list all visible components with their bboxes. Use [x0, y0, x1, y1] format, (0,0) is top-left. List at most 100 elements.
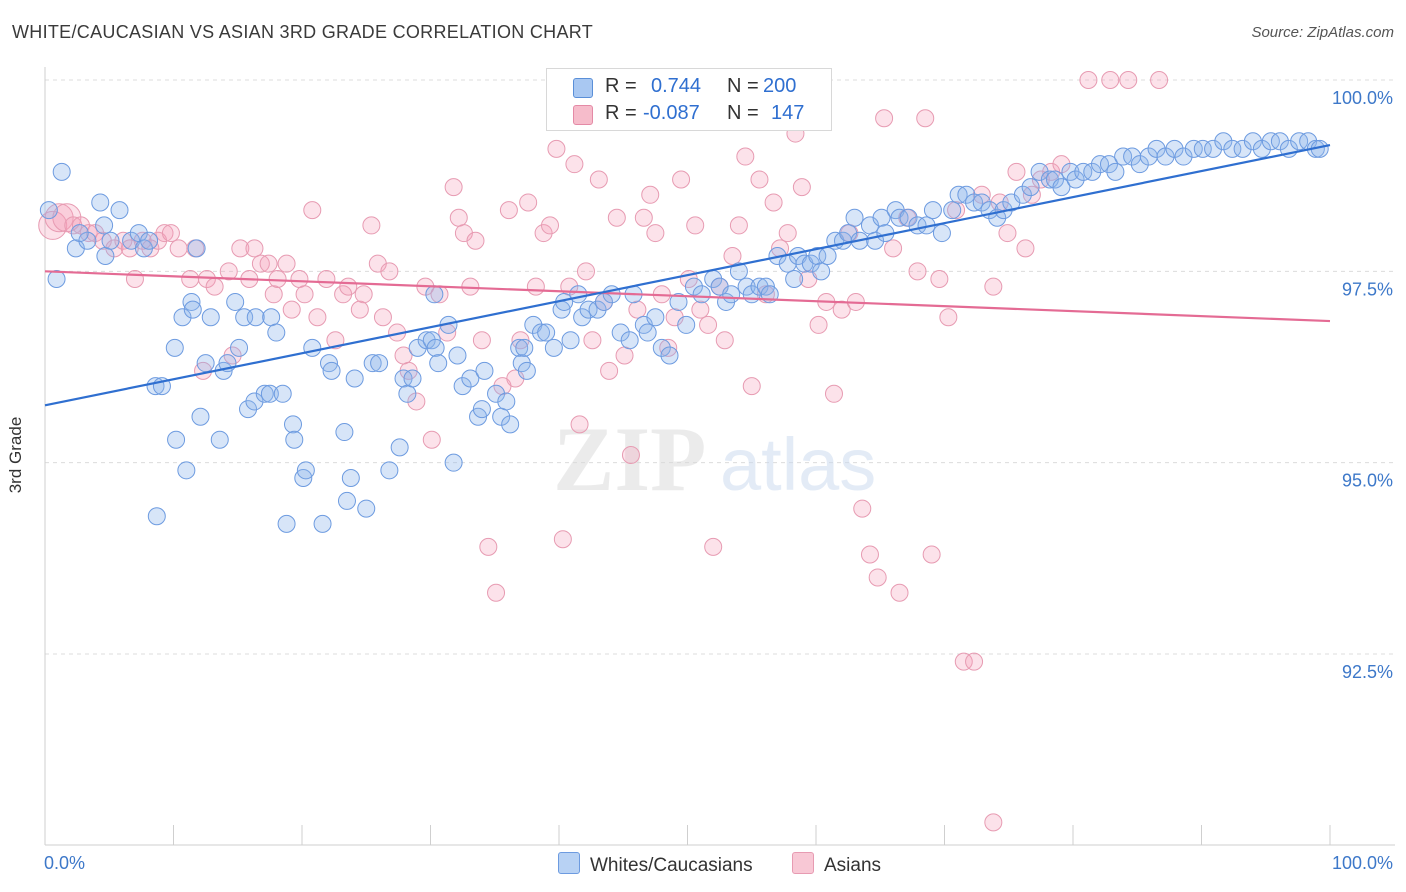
- watermark: ZIP atlas: [553, 408, 876, 510]
- data-point: [246, 308, 265, 327]
- data-point: [96, 247, 115, 266]
- data-point: [417, 331, 436, 350]
- data-point: [277, 514, 296, 533]
- data-point: [251, 254, 270, 273]
- legend-n-value-asians: 147: [771, 102, 805, 124]
- data-point: [984, 813, 1003, 832]
- data-point: [245, 392, 264, 411]
- data-point: [335, 423, 354, 442]
- data-point: [296, 461, 315, 480]
- data-point: [390, 438, 409, 457]
- data-point: [965, 652, 984, 671]
- data-point: [1066, 170, 1085, 189]
- data-point: [326, 331, 345, 350]
- data-point: [621, 446, 640, 465]
- data-point: [52, 162, 71, 181]
- data-point: [295, 285, 314, 304]
- data-point: [532, 323, 551, 342]
- data-point: [750, 170, 769, 189]
- data-point: [573, 308, 592, 327]
- data-point: [812, 262, 831, 281]
- data-point: [380, 262, 399, 281]
- data-point: [479, 537, 498, 556]
- data-point: [583, 331, 602, 350]
- data-point: [78, 231, 97, 250]
- data-point: [71, 216, 90, 235]
- data-point: [1233, 139, 1252, 158]
- data-point: [487, 384, 506, 403]
- data-point: [611, 323, 630, 342]
- data-point: [429, 354, 448, 373]
- data-point: [191, 407, 210, 426]
- data-point: [699, 315, 718, 334]
- bottom-legend-swatch-whites: [558, 852, 580, 874]
- data-point: [499, 201, 518, 220]
- data-point: [339, 277, 358, 296]
- data-point: [569, 285, 588, 304]
- data-point: [407, 392, 426, 411]
- data-point: [114, 231, 133, 250]
- data-point: [408, 338, 427, 357]
- data-point: [565, 155, 584, 174]
- data-point: [692, 285, 711, 304]
- data-point: [370, 354, 389, 373]
- data-point: [70, 224, 89, 243]
- y-tick-label: 95.0%: [1342, 471, 1393, 491]
- data-point: [1099, 155, 1118, 174]
- data-point: [723, 247, 742, 266]
- data-point: [444, 453, 463, 472]
- data-point: [620, 331, 639, 350]
- data-point: [259, 254, 278, 273]
- data-point: [949, 185, 968, 204]
- data-point: [1204, 139, 1223, 158]
- data-point: [638, 323, 657, 342]
- data-point: [570, 415, 589, 434]
- legend-r-value-whites: 0.744: [651, 75, 702, 97]
- data-point: [187, 239, 206, 258]
- legend-row-asians: R = -0.087 N = 147: [547, 101, 831, 127]
- data-point: [589, 170, 608, 189]
- data-point: [972, 193, 991, 212]
- legend-n-value-whites: 200: [763, 75, 797, 97]
- data-point: [541, 216, 560, 235]
- data-point: [646, 308, 665, 327]
- data-point: [91, 193, 110, 212]
- data-point: [39, 201, 58, 220]
- data-point: [110, 201, 129, 220]
- data-point: [169, 239, 188, 258]
- data-point: [277, 254, 296, 273]
- data-point: [957, 185, 976, 204]
- data-point: [205, 277, 224, 296]
- data-point: [526, 277, 545, 296]
- data-point: [398, 384, 417, 403]
- data-point: [1016, 239, 1035, 258]
- data-point: [659, 338, 678, 357]
- bottom-legend-whites: Whites/Caucasians: [558, 852, 753, 877]
- data-point: [860, 545, 879, 564]
- data-point: [453, 377, 472, 396]
- data-point: [778, 224, 797, 243]
- data-point: [792, 178, 811, 197]
- data-point: [515, 338, 534, 357]
- data-point: [998, 224, 1017, 243]
- data-point: [519, 193, 538, 212]
- data-point: [147, 507, 166, 526]
- data-point: [262, 308, 281, 327]
- data-point: [1147, 139, 1166, 158]
- data-point: [239, 400, 258, 419]
- data-point: [517, 361, 536, 380]
- data-point: [1013, 185, 1032, 204]
- data-point: [943, 201, 962, 220]
- y-tick-label: 92.5%: [1342, 662, 1393, 682]
- data-point: [1083, 162, 1102, 181]
- data-point: [313, 514, 332, 533]
- data-point: [449, 208, 468, 227]
- data-point: [947, 201, 966, 220]
- data-point: [561, 331, 580, 350]
- data-point: [181, 269, 200, 288]
- data-point: [219, 262, 238, 281]
- data-point: [628, 300, 647, 319]
- data-point: [95, 216, 114, 235]
- data-point: [553, 530, 572, 549]
